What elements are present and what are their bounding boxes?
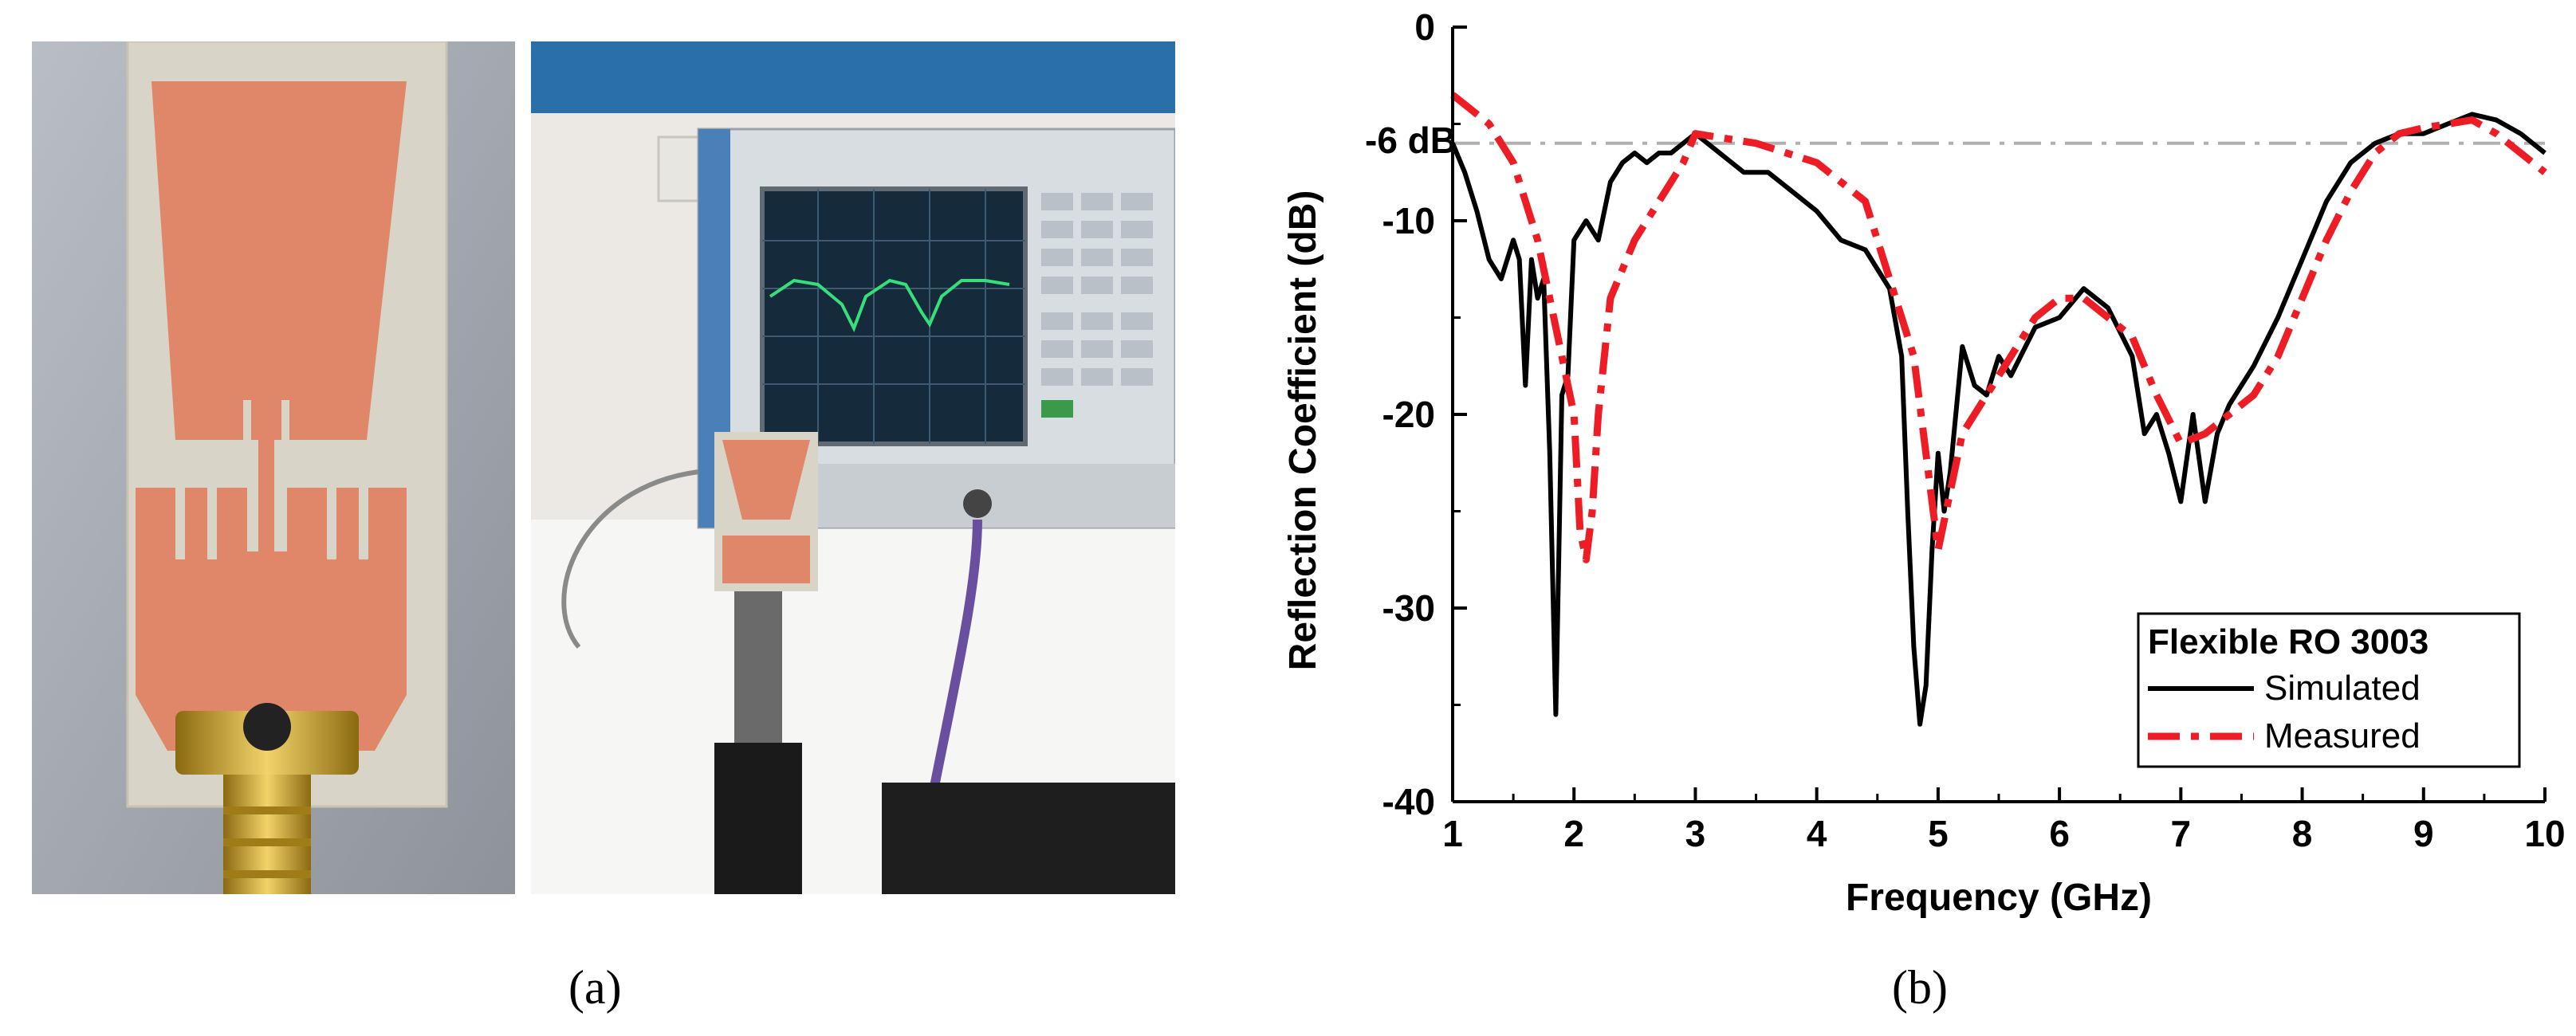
x-tick-label: 6: [2049, 813, 2070, 854]
analyzer-trace: [769, 278, 1010, 332]
x-tick-label: 3: [1685, 813, 1706, 854]
y-tick-label: -20: [1382, 394, 1435, 435]
y-tick-label: 0: [1414, 6, 1435, 48]
series-line-simulated: [1450, 112, 2547, 727]
x-tick-label: 2: [1563, 813, 1584, 854]
x-tick-label: 5: [1928, 813, 1949, 854]
analyzer-screen: [760, 186, 1028, 446]
x-tick-label: 7: [2171, 813, 2192, 854]
series-line-measured: [1450, 92, 2547, 563]
panel-label-b: (b): [1892, 961, 1948, 1014]
antenna-prototype-photo: [32, 41, 515, 894]
x-tick-label: 8: [2292, 813, 2313, 854]
legend-title: Flexible RO 3003: [2148, 622, 2429, 661]
antenna-prototype-illustration: [32, 41, 515, 894]
x-tick-label: 10: [2524, 813, 2565, 854]
measurement-setup-illustration: [531, 41, 1175, 894]
y-tick-label: -30: [1382, 587, 1435, 629]
radiating-patch: [151, 81, 407, 456]
x-axis-title: Frequency (GHz): [1846, 877, 2152, 919]
x-tick-label: 4: [1807, 813, 1827, 854]
legend-entry-simulated: Simulated: [2264, 669, 2421, 708]
y-tick-label: -10: [1382, 200, 1435, 241]
reference-annotation: -6 dB: [1365, 120, 1457, 161]
y-axis-title: Reflection Coefficient (dB): [1282, 190, 1324, 671]
legend-entry-measured: Measured: [2264, 716, 2421, 755]
x-tick-label: 9: [2413, 813, 2434, 854]
panel-label-a: (a): [568, 961, 622, 1014]
x-tick-label: 1: [1442, 813, 1463, 854]
y-tick-label: -40: [1382, 781, 1435, 822]
keyboard: [882, 783, 1175, 894]
measurement-setup-photo: [531, 41, 1175, 894]
